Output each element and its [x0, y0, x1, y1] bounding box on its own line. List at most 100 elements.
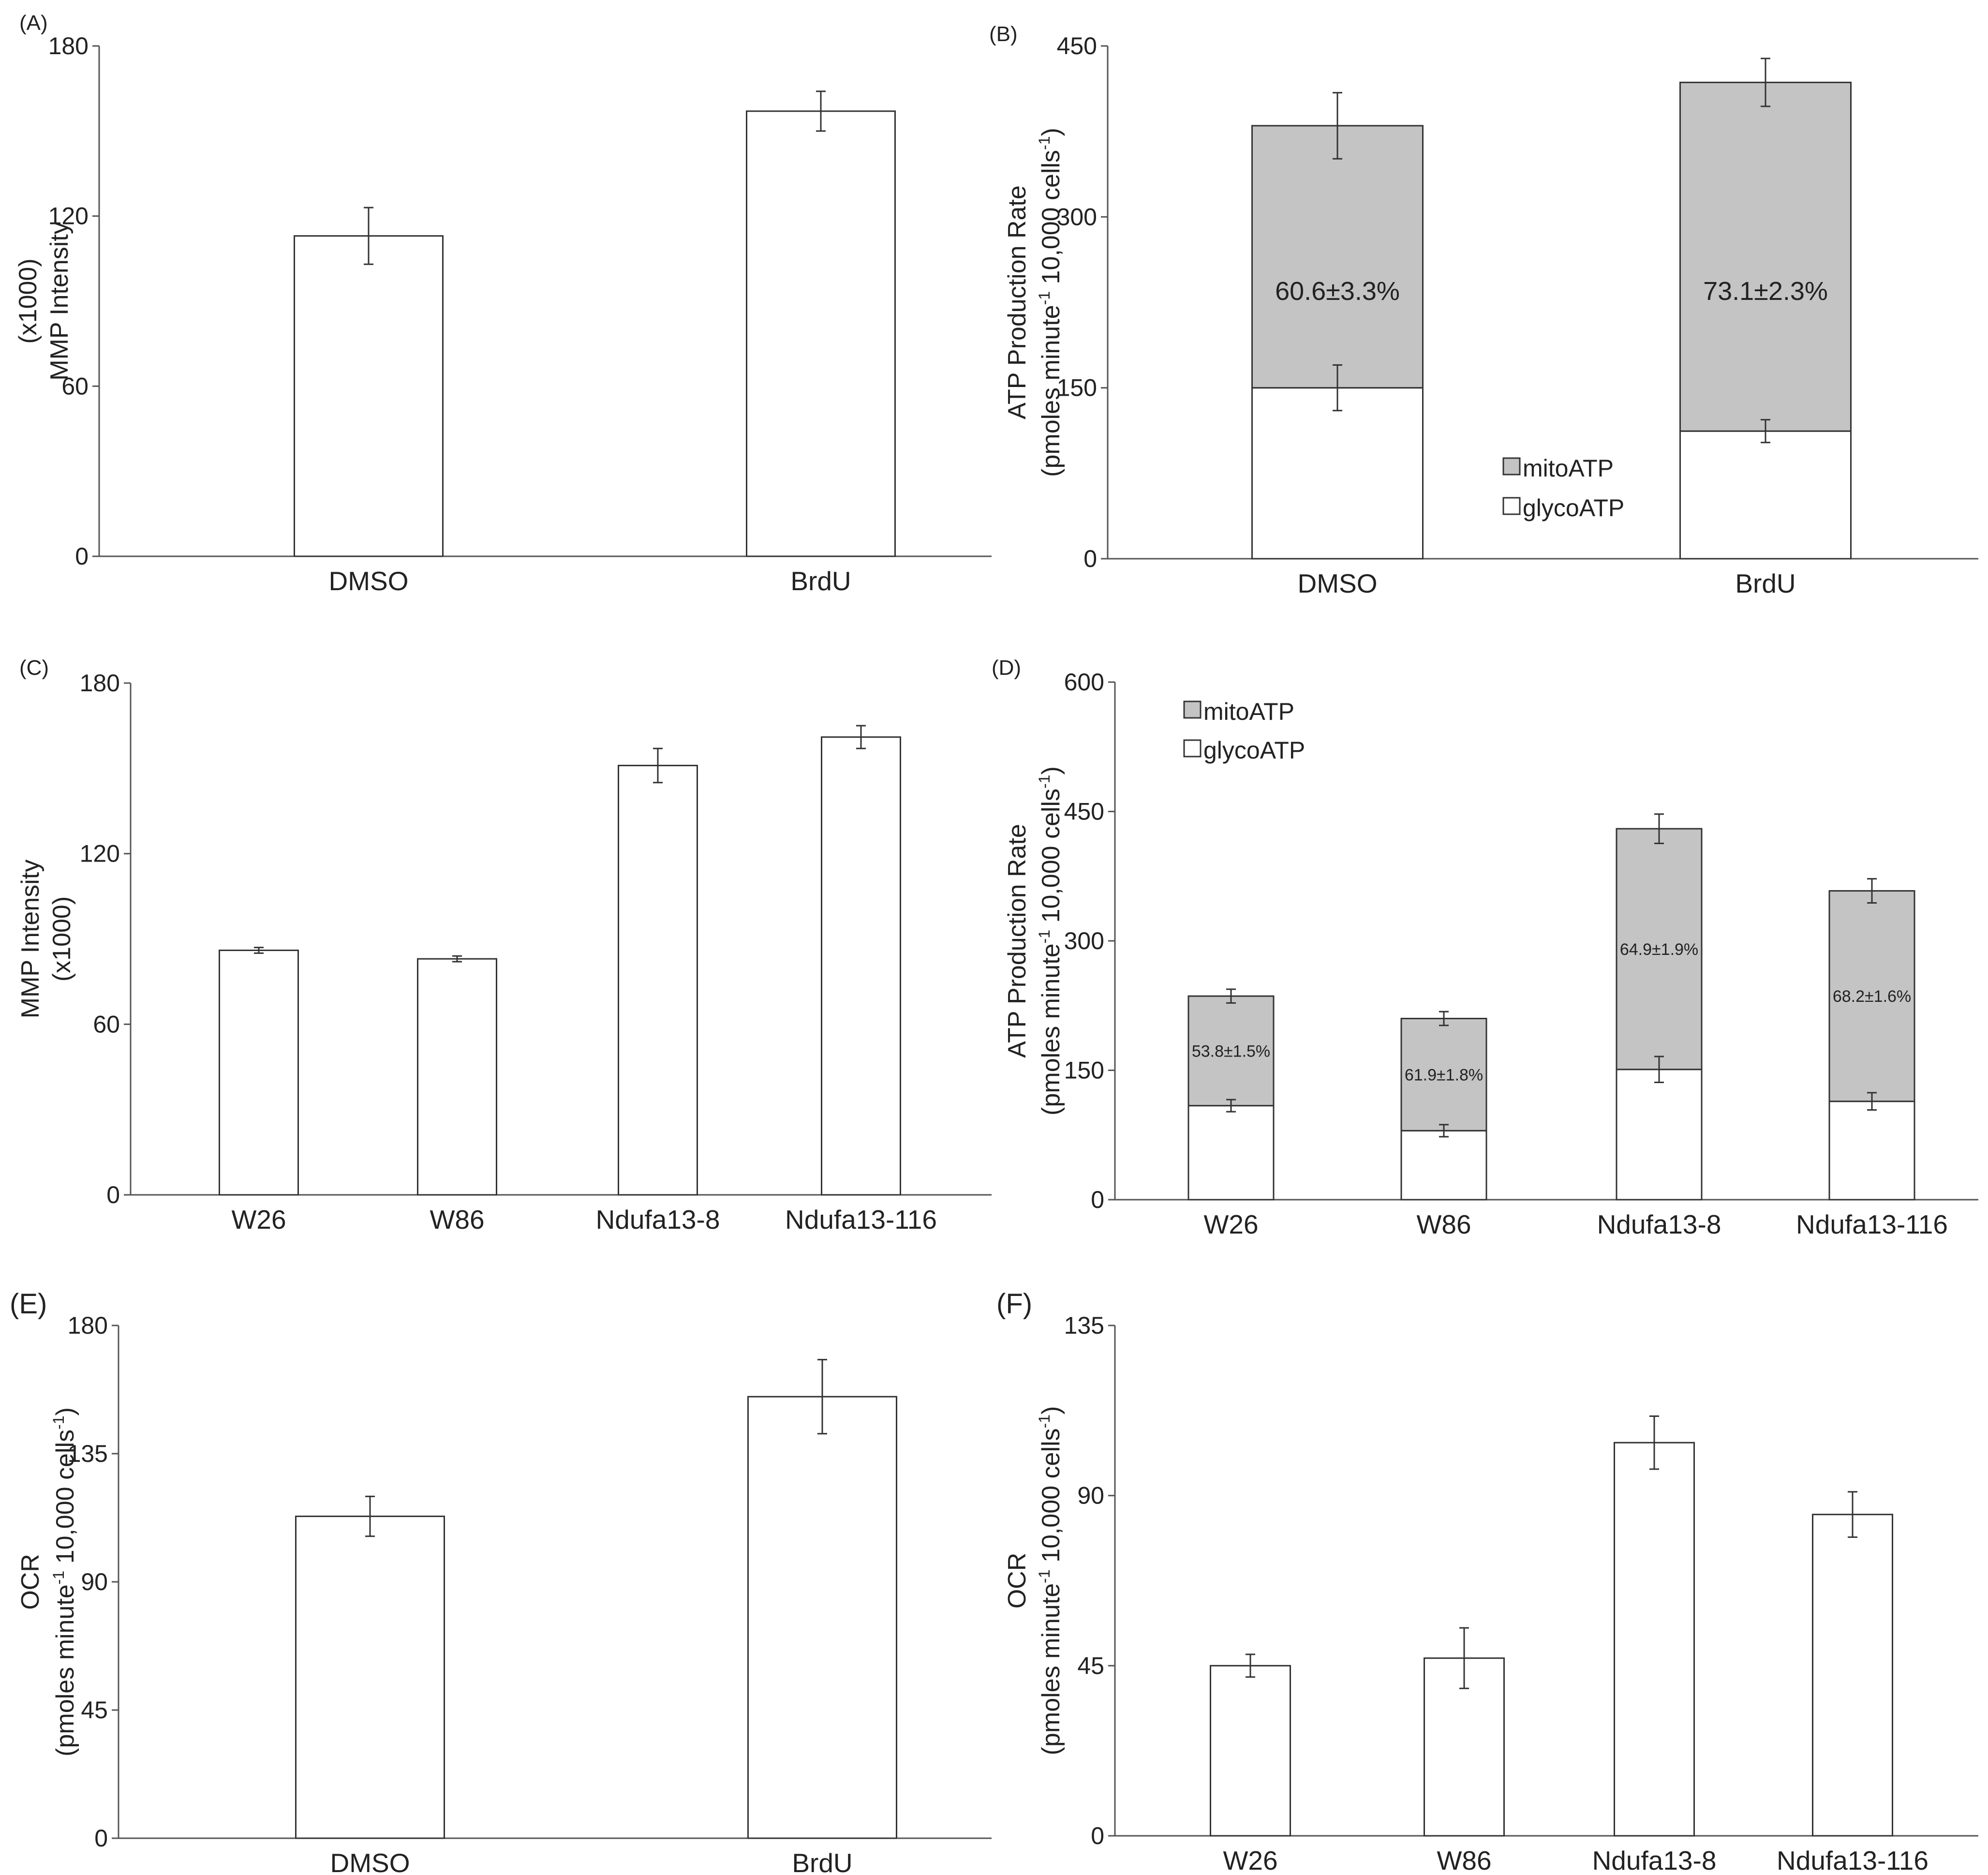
percent-annotation: 68.2±1.6% — [1833, 987, 1911, 1006]
x-category-label: BrdU — [1735, 568, 1795, 598]
y-tick-label: 0 — [1083, 545, 1097, 572]
y-axis-label: (x1000) — [48, 896, 76, 982]
y-tick-label: 45 — [81, 1696, 108, 1724]
y-axis-label: MMP Intensity — [45, 222, 74, 380]
legend-label-mitoatp: mitoATP — [1523, 455, 1614, 482]
y-tick-label: 0 — [94, 1825, 108, 1852]
legend-label-mitoatp: mitoATP — [1203, 698, 1294, 725]
x-category-label: DMSO — [330, 1848, 410, 1875]
x-category-label: Ndufa13-8 — [1597, 1209, 1721, 1239]
panel-c: (C) 0 60 120 180 MMP Intensity (x1000) W26 W86 Nd… — [16, 656, 992, 1235]
legend-swatch-mitoatp — [1183, 700, 1202, 719]
panel-e: (E) 0 45 90 135 180 OCR(pmoles minute-1 10,000… — [10, 1288, 992, 1875]
panel-a: (A) 0 60 120 180 MMP Intensity(x1000) DMSO BrdU — [14, 11, 992, 596]
y-tick-label: 0 — [75, 543, 89, 570]
y-axis-units: (pmoles minute-1 10,000 cells-1) — [1036, 1406, 1065, 1756]
y-axis-label: (x1000) — [14, 258, 42, 343]
bar-mitoatp — [1251, 125, 1424, 389]
bar — [1812, 1514, 1893, 1837]
bar-glycoatp — [1679, 430, 1852, 560]
bar-glycoatp — [1251, 387, 1424, 560]
y-axis-label: MMP Intensity — [16, 860, 45, 1018]
bar-mitoatp — [1679, 81, 1852, 432]
bar — [219, 950, 299, 1196]
y-tick-label: 300 — [1057, 203, 1097, 230]
y-tick-label: 120 — [48, 203, 89, 230]
bar — [1614, 1442, 1695, 1837]
panel-b: (B) 0 150 300 450 ATP Production Rate (pmoles … — [989, 22, 1978, 598]
panel-label: (F) — [996, 1288, 1032, 1320]
bar-mitoatp — [1828, 890, 1915, 1102]
y-tick-label: 180 — [68, 1312, 108, 1339]
bar — [821, 736, 901, 1196]
bar-glycoatp — [1400, 1130, 1487, 1201]
x-category-label: W26 — [231, 1205, 286, 1235]
x-category-label: DMSO — [1298, 568, 1378, 598]
x-category-label: W86 — [430, 1205, 484, 1235]
percent-annotation: 61.9±1.8% — [1405, 1066, 1483, 1084]
bar-glycoatp — [1616, 1069, 1703, 1201]
bar — [1210, 1665, 1291, 1837]
y-tick-label: 0 — [1091, 1186, 1104, 1213]
percent-annotation: 73.1±2.3% — [1703, 277, 1828, 306]
bar-glycoatp — [1187, 1105, 1275, 1201]
y-tick-label: 180 — [80, 670, 120, 697]
x-category-label: Ndufa13-116 — [1796, 1209, 1948, 1239]
panel-label: (B) — [989, 22, 1018, 46]
bar-mitoatp — [1187, 995, 1275, 1107]
y-tick-label: 180 — [48, 32, 89, 60]
bar — [295, 1516, 445, 1839]
x-category-label: W86 — [1416, 1209, 1471, 1239]
bar — [294, 235, 444, 557]
y-axis-label: ATP Production Rate — [1003, 824, 1031, 1058]
y-tick-label: 0 — [1091, 1822, 1104, 1849]
bar — [746, 110, 896, 557]
y-tick-label: 0 — [106, 1181, 120, 1208]
panel-label: (A) — [19, 11, 48, 35]
y-tick-label: 120 — [80, 840, 120, 867]
y-tick-label: 300 — [1064, 927, 1104, 954]
x-category-label: W26 — [1223, 1845, 1277, 1875]
y-axis-label: ATP Production Rate — [1003, 185, 1031, 419]
bar — [417, 958, 497, 1196]
panel-label: (C) — [19, 656, 49, 680]
y-tick-label: 90 — [81, 1568, 108, 1595]
x-category-label: Ndufa13-116 — [785, 1205, 937, 1235]
y-tick-label: 600 — [1064, 669, 1104, 696]
bar-mitoatp — [1400, 1018, 1487, 1131]
panel-label: (E) — [10, 1288, 47, 1320]
legend-swatch-mitoatp — [1502, 457, 1521, 476]
y-axis-label: OCR — [16, 1554, 45, 1610]
bar — [747, 1396, 897, 1839]
bar-glycoatp — [1828, 1101, 1915, 1201]
y-tick-label: 135 — [68, 1440, 108, 1467]
x-category-label: Ndufa13-8 — [596, 1205, 720, 1235]
percent-annotation: 53.8±1.5% — [1192, 1042, 1270, 1060]
y-tick-label: 135 — [1064, 1312, 1104, 1339]
y-tick-label: 450 — [1057, 32, 1097, 60]
x-category-label: Ndufa13-8 — [1592, 1845, 1717, 1875]
panel-f: (F) 0 45 90 135 OCR(pmoles minute-1 10,000 ce… — [996, 1288, 1978, 1875]
x-category-label: Ndufa13-116 — [1777, 1845, 1929, 1875]
y-axis-units: (pmoles minute-1 10,000 cells-1) — [1036, 128, 1065, 477]
legend-swatch-glycoatp — [1183, 739, 1202, 758]
y-tick-label: 450 — [1064, 798, 1104, 825]
percent-annotation: 64.9±1.9% — [1620, 940, 1698, 959]
legend-swatch-glycoatp — [1502, 497, 1521, 515]
bar — [618, 764, 698, 1196]
legend-label-glycoatp: glycoATP — [1523, 494, 1624, 521]
x-category-label: BrdU — [790, 566, 851, 596]
y-tick-label: 150 — [1057, 374, 1097, 402]
y-axis-units: (pmoles minute-1 10,000 cells-1) — [50, 1407, 79, 1756]
x-category-label: W86 — [1437, 1845, 1491, 1875]
panel-d: (D) 0 150 300 450 600 ATP Production Rate (pmol… — [992, 656, 1978, 1239]
panel-label: (D) — [992, 656, 1021, 680]
x-category-label: W26 — [1203, 1209, 1258, 1239]
y-tick-label: 90 — [1077, 1482, 1104, 1509]
x-category-label: BrdU — [792, 1848, 852, 1875]
y-axis-units: (pmoles minute-1 10,000 cells-1) — [1036, 766, 1065, 1116]
y-tick-label: 60 — [61, 372, 89, 400]
y-tick-label: 45 — [1077, 1652, 1104, 1679]
x-category-label: DMSO — [329, 566, 409, 596]
